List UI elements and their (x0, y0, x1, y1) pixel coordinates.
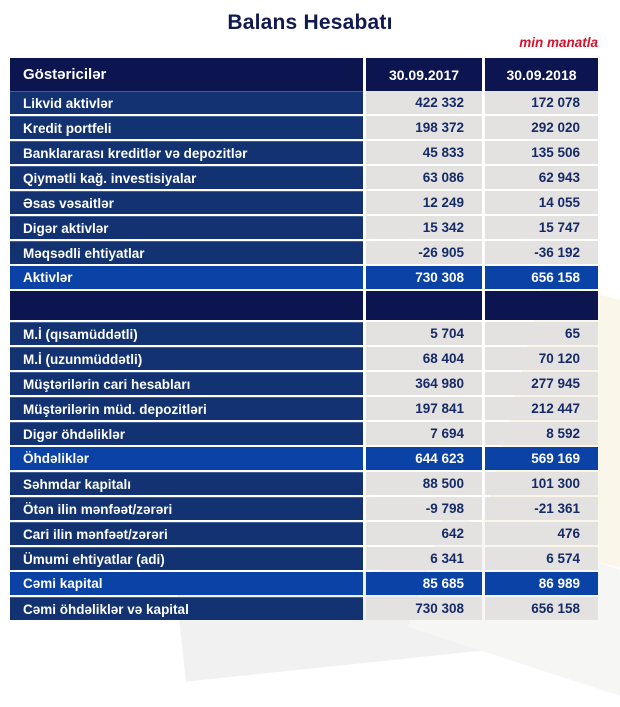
row-value-2018: -21 361 (485, 497, 598, 520)
table-row: M.İ (qısamüddətli) 5 704 65 (10, 322, 598, 345)
row-label: Digər aktivlər (10, 216, 363, 239)
row-value-2018: 172 078 (485, 91, 598, 114)
header-indicators: Göstəricilər (10, 58, 363, 91)
row-value-2017: 730 308 (366, 597, 482, 620)
header-date-2017: 30.09.2017 (366, 58, 482, 91)
row-value-2018: 656 158 (485, 597, 598, 620)
row-value-2017: 198 372 (366, 116, 482, 139)
table-row: Məqsədli ehtiyatlar -26 905 -36 192 (10, 241, 598, 264)
row-value-2017: -26 905 (366, 241, 482, 264)
row-value-2018: 15 747 (485, 216, 598, 239)
row-label: Banklararası kreditlər və depozitlər (10, 141, 363, 164)
row-label: Öhdəliklər (10, 447, 363, 470)
row-value-2017: 642 (366, 522, 482, 545)
row-label: Əsas vəsaitlər (10, 191, 363, 214)
row-label: Məqsədli ehtiyatlar (10, 241, 363, 264)
table-row: Cari ilin mənfəət/zərəri 642 476 (10, 522, 598, 545)
row-value-2018: 135 506 (485, 141, 598, 164)
header-date-2018: 30.09.2018 (485, 58, 598, 91)
table-row: Ümumi ehtiyatlar (adi) 6 341 6 574 (10, 547, 598, 570)
row-value-2018: 62 943 (485, 166, 598, 189)
row-value-2018: 6 574 (485, 547, 598, 570)
row-value-2018: 277 945 (485, 372, 598, 395)
row-label: M.İ (uzunmüddətli) (10, 347, 363, 370)
row-value-2018: 476 (485, 522, 598, 545)
balance-sheet-page: Balans Hesabatı min manatla Göstəricilər… (0, 0, 620, 620)
row-label: Ümumi ehtiyatlar (adi) (10, 547, 363, 570)
row-value-2018: 65 (485, 322, 598, 345)
row-value-2018: -36 192 (485, 241, 598, 264)
table-row: Likvid aktivlər 422 332 172 078 (10, 91, 598, 114)
table-row: Cəmi öhdəliklər və kapital 730 308 656 158 (10, 597, 598, 620)
table-row: Səhmdar kapitalı 88 500 101 300 (10, 472, 598, 495)
row-label: Likvid aktivlər (10, 91, 363, 114)
table-row: M.İ (uzunmüddətli) 68 404 70 120 (10, 347, 598, 370)
row-value-2017: 45 833 (366, 141, 482, 164)
table-row: Müştərilərin cari hesabları 364 980 277 94… (10, 372, 598, 395)
table-row: Aktivlər 730 308 656 158 (10, 266, 598, 289)
row-value-2018 (485, 291, 598, 320)
table-header-row: Göstəricilər 30.09.2017 30.09.2018 (10, 58, 598, 91)
row-label: Müştərilərin cari hesabları (10, 372, 363, 395)
row-label: Ötən ilin mənfəət/zərəri (10, 497, 363, 520)
row-value-2017: 85 685 (366, 572, 482, 595)
page-title: Balans Hesabatı (227, 11, 393, 34)
table-row: Banklararası kreditlər və depozitlər 45 8… (10, 141, 598, 164)
row-label (10, 291, 363, 320)
row-label: Kredit portfeli (10, 116, 363, 139)
row-value-2018: 86 989 (485, 572, 598, 595)
table-row: Cəmi kapital 85 685 86 989 (10, 572, 598, 595)
row-label: Cari ilin mənfəət/zərəri (10, 522, 363, 545)
table-spacer-row (10, 291, 598, 320)
row-value-2018: 656 158 (485, 266, 598, 289)
row-value-2017: 63 086 (366, 166, 482, 189)
table-row: Öhdəliklər 644 623 569 169 (10, 447, 598, 470)
row-label: Müştərilərin müd. depozitləri (10, 397, 363, 420)
table-row: Ötən ilin mənfəət/zərəri -9 798 -21 361 (10, 497, 598, 520)
row-value-2017: 364 980 (366, 372, 482, 395)
row-label: Aktivlər (10, 266, 363, 289)
row-value-2017: 197 841 (366, 397, 482, 420)
row-value-2017: 15 342 (366, 216, 482, 239)
row-value-2018: 101 300 (485, 472, 598, 495)
row-value-2017: -9 798 (366, 497, 482, 520)
row-value-2017: 422 332 (366, 91, 482, 114)
row-value-2017: 88 500 (366, 472, 482, 495)
row-label: M.İ (qısamüddətli) (10, 322, 363, 345)
row-label: Səhmdar kapitalı (10, 472, 363, 495)
table-row: Digər öhdəliklər 7 694 8 592 (10, 422, 598, 445)
row-value-2018: 14 055 (485, 191, 598, 214)
row-value-2017: 5 704 (366, 322, 482, 345)
row-value-2017: 12 249 (366, 191, 482, 214)
row-label: Cəmi kapital (10, 572, 363, 595)
row-value-2017 (366, 291, 482, 320)
table-row: Müştərilərin müd. depozitləri 197 841 212 … (10, 397, 598, 420)
table-row: Digər aktivlər 15 342 15 747 (10, 216, 598, 239)
row-label: Digər öhdəliklər (10, 422, 363, 445)
row-value-2018: 212 447 (485, 397, 598, 420)
row-value-2017: 644 623 (366, 447, 482, 470)
table-row: Əsas vəsaitlər 12 249 14 055 (10, 191, 598, 214)
row-value-2017: 7 694 (366, 422, 482, 445)
table-row: Qiymətli kağ. investisiyalar 63 086 62 943 (10, 166, 598, 189)
table-body: Likvid aktivlər 422 332 172 078 Kredit port… (10, 91, 598, 620)
row-value-2018: 292 020 (485, 116, 598, 139)
row-value-2017: 730 308 (366, 266, 482, 289)
row-value-2018: 8 592 (485, 422, 598, 445)
row-value-2017: 68 404 (366, 347, 482, 370)
row-value-2018: 569 169 (485, 447, 598, 470)
row-value-2017: 6 341 (366, 547, 482, 570)
row-label: Qiymətli kağ. investisiyalar (10, 166, 363, 189)
balance-sheet-table: Göstəricilər 30.09.2017 30.09.2018 Likvi… (10, 58, 598, 620)
row-label: Cəmi öhdəliklər və kapital (10, 597, 363, 620)
row-value-2018: 70 120 (485, 347, 598, 370)
table-row: Kredit portfeli 198 372 292 020 (10, 116, 598, 139)
unit-note: min manatla (519, 35, 598, 50)
